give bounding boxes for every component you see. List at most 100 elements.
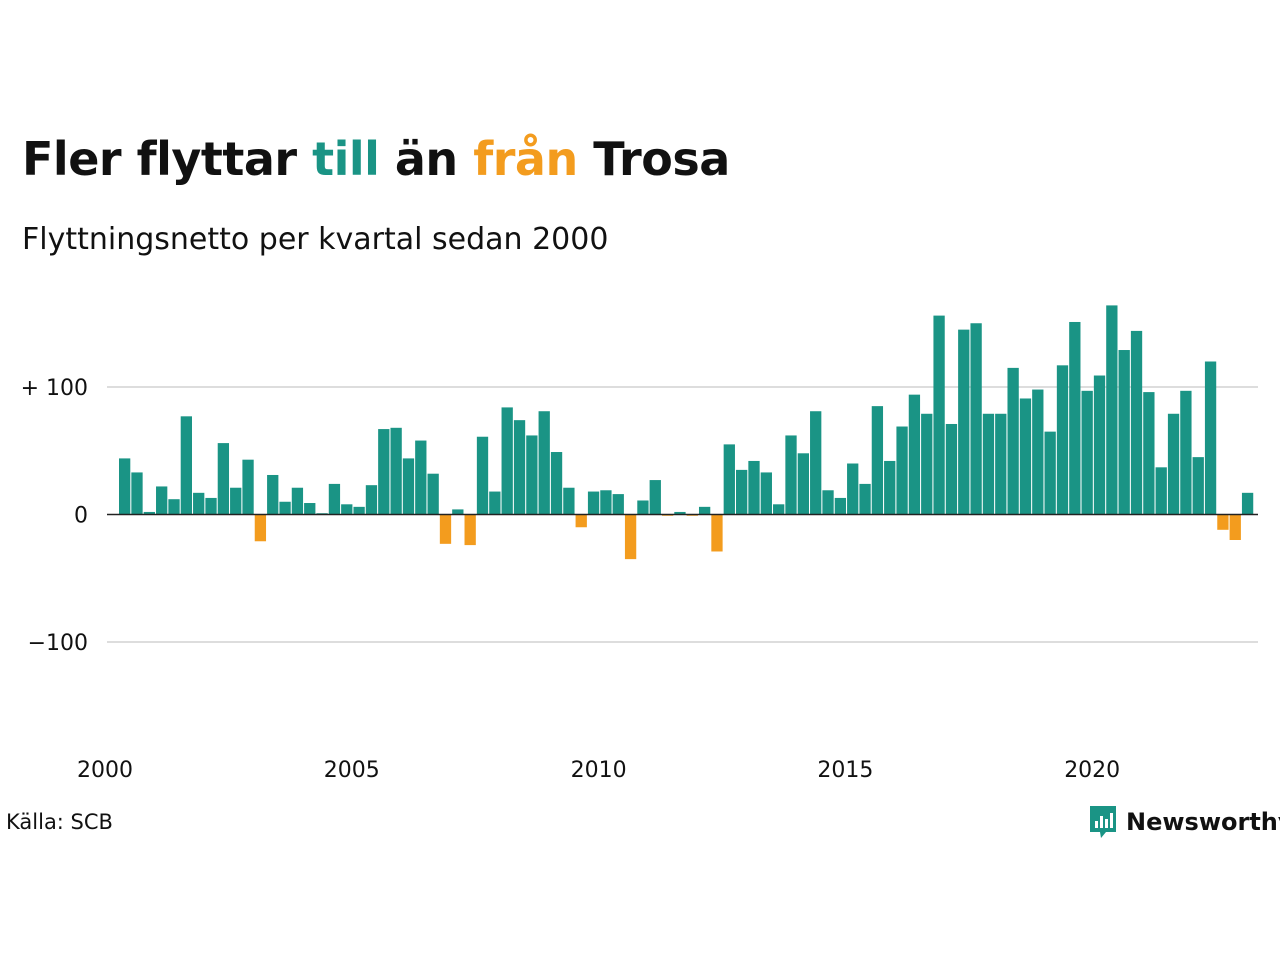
bar	[217, 443, 230, 515]
bar	[1229, 514, 1241, 540]
bar	[341, 504, 353, 515]
x-axis-tick-labels: 2000 2005 2010 2015 2020	[77, 758, 1120, 783]
brand-name: Newsworthy	[1126, 808, 1280, 836]
bar	[773, 504, 785, 515]
bar	[156, 486, 168, 515]
bar	[575, 514, 587, 528]
bar	[402, 458, 415, 515]
bar	[538, 411, 550, 515]
bar	[847, 463, 859, 515]
bar	[304, 503, 316, 515]
x-tick-label: 2000	[77, 758, 133, 783]
bar	[1056, 365, 1069, 515]
bar	[476, 436, 489, 515]
bar	[1118, 350, 1130, 515]
bar	[328, 483, 341, 515]
y-tick-label: + 100	[21, 376, 88, 401]
bar	[353, 506, 365, 515]
bar	[624, 514, 637, 560]
title-part1: Fler flyttar	[22, 132, 313, 186]
bar	[970, 323, 982, 515]
bar	[785, 435, 797, 515]
bar	[1007, 367, 1019, 515]
bar	[526, 435, 538, 515]
bar	[550, 452, 563, 515]
y-axis-tick-labels: + 100 0 −100	[21, 376, 88, 656]
bar	[637, 500, 649, 515]
bar	[822, 490, 834, 515]
bar	[1044, 431, 1056, 515]
bar	[193, 492, 205, 515]
bar	[365, 485, 378, 515]
bar	[180, 416, 192, 515]
bar	[884, 460, 896, 515]
bar	[1106, 305, 1118, 515]
bar	[378, 429, 390, 515]
bar	[131, 472, 143, 515]
bar	[452, 509, 464, 515]
bar	[587, 491, 600, 515]
title-word-fran: från	[473, 132, 578, 186]
bar	[748, 460, 760, 515]
bars	[119, 305, 1254, 560]
bar	[600, 490, 612, 515]
bar	[1130, 330, 1143, 515]
bar	[242, 459, 254, 515]
x-tick-label: 2005	[324, 758, 380, 783]
bar	[390, 427, 402, 515]
x-tick-label: 2010	[571, 758, 627, 783]
bar	[1204, 361, 1217, 515]
bar	[168, 499, 180, 515]
bar	[649, 480, 661, 515]
bar	[995, 413, 1007, 515]
y-tick-label: −100	[28, 631, 88, 656]
x-tick-label: 2020	[1064, 758, 1120, 783]
bar	[945, 423, 958, 515]
bar	[797, 453, 809, 515]
bar	[1217, 514, 1229, 530]
bar	[267, 474, 279, 515]
bar	[563, 487, 575, 515]
bar	[612, 494, 624, 515]
bar	[711, 514, 723, 552]
y-tick-label: 0	[74, 504, 88, 529]
bar	[489, 491, 501, 515]
bar	[279, 501, 291, 515]
bar	[205, 497, 217, 515]
bar	[427, 473, 439, 515]
bar	[1143, 392, 1155, 515]
bar	[254, 514, 267, 542]
bar	[723, 444, 735, 515]
bar	[513, 420, 526, 515]
title-part5: Trosa	[577, 132, 730, 186]
bar	[1032, 389, 1044, 515]
bar	[674, 511, 686, 515]
bar	[1167, 413, 1180, 515]
bar	[933, 315, 945, 515]
bar	[119, 458, 131, 515]
brand-logo[interactable]: Newsworthy	[1088, 804, 1280, 840]
bar	[698, 506, 711, 515]
bar	[464, 514, 476, 546]
bar	[1081, 390, 1093, 515]
x-tick-label: 2015	[817, 758, 873, 783]
bar	[921, 413, 933, 515]
bar	[736, 469, 748, 515]
bar	[834, 497, 847, 515]
bar	[439, 514, 452, 544]
bar	[810, 411, 822, 515]
bar	[896, 426, 908, 515]
chart-subtitle: Flyttningsnetto per kvartal sedan 2000	[22, 222, 609, 257]
title-part3: än	[379, 132, 474, 186]
bar	[1019, 398, 1032, 515]
bar	[1069, 321, 1081, 515]
bar	[958, 329, 970, 515]
chart-title: Fler flyttar till än från Trosa	[22, 132, 730, 186]
bar	[1155, 467, 1167, 515]
bar	[760, 472, 772, 515]
bar	[501, 407, 513, 515]
bar	[1192, 457, 1204, 515]
bar	[415, 440, 427, 515]
bar	[291, 487, 304, 515]
